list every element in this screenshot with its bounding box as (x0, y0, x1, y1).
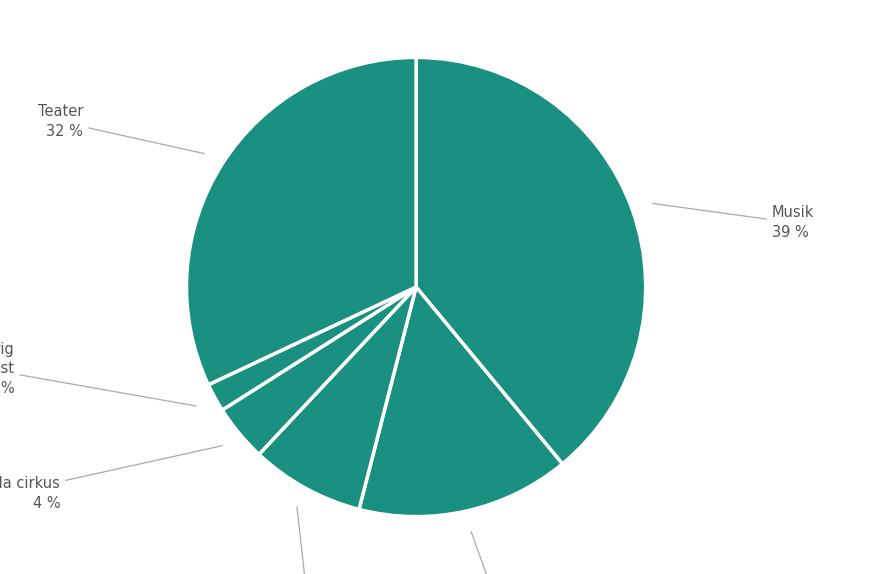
Text: Dans
8 %: Dans 8 % (294, 507, 331, 574)
Wedge shape (187, 57, 416, 385)
Text: Övrig
scenkonst
2 %: Övrig scenkonst 2 % (0, 339, 196, 406)
Text: Teater
32 %: Teater 32 % (38, 104, 204, 153)
Wedge shape (223, 287, 416, 455)
Text: Musikteater
15 %: Musikteater 15 % (460, 532, 547, 574)
Text: Samtida cirkus
4 %: Samtida cirkus 4 % (0, 445, 223, 511)
Wedge shape (359, 287, 562, 517)
Wedge shape (259, 287, 416, 509)
Wedge shape (208, 287, 416, 410)
Wedge shape (416, 57, 646, 464)
Text: Musik
39 %: Musik 39 % (652, 203, 815, 240)
